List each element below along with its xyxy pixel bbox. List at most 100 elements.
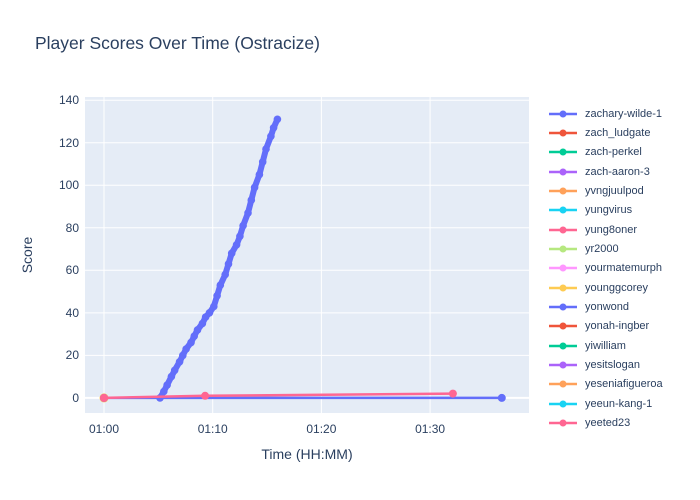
legend-line-marker-icon bbox=[549, 129, 577, 137]
legend-label: yesitslogan bbox=[585, 359, 641, 372]
legend-label: zach-perkel bbox=[585, 146, 642, 159]
legend-label: yeeted23 bbox=[585, 417, 631, 430]
legend-item-yeseniafigueroa[interactable]: yeseniafigueroa bbox=[548, 375, 663, 394]
legend-label: younggcorey bbox=[585, 281, 648, 294]
series-marker-zachary-wilde-1[interactable] bbox=[262, 145, 270, 153]
series-marker-yonwond[interactable] bbox=[497, 393, 506, 402]
legend-label: yeseniafigueroa bbox=[585, 378, 663, 391]
series-marker-zachary-wilde-1[interactable] bbox=[205, 309, 214, 317]
series-marker-zachary-wilde-1[interactable] bbox=[244, 209, 252, 217]
legend-item-yung8oner[interactable]: yung8oner bbox=[548, 220, 637, 239]
legend-line-marker-icon bbox=[549, 303, 577, 311]
legend-item-yonwond[interactable]: yonwond bbox=[548, 298, 629, 317]
legend-item-zach_ludgate[interactable]: zach_ludgate bbox=[548, 123, 650, 142]
series-marker-zachary-wilde-1[interactable] bbox=[187, 338, 195, 347]
plot-area[interactable] bbox=[85, 97, 529, 413]
legend-line-marker-icon bbox=[549, 380, 577, 388]
y-axis-title: Score bbox=[19, 236, 35, 274]
y-tick-label: 60 bbox=[65, 263, 79, 278]
legend-line-marker-icon bbox=[549, 206, 577, 214]
legend-line-marker-icon bbox=[549, 148, 577, 156]
legend-item-yourmatemurph[interactable]: yourmatemurph bbox=[548, 259, 662, 278]
legend-line-marker-icon bbox=[549, 342, 577, 350]
series-marker-zachary-wilde-1[interactable] bbox=[160, 387, 168, 396]
legend-line-marker-icon bbox=[549, 110, 577, 117]
legend-item-yiwilliam[interactable]: yiwilliam bbox=[548, 336, 626, 355]
legend-label: yiwilliam bbox=[585, 339, 626, 352]
legend-item-zachary-wilde-1[interactable]: zachary-wilde-1 bbox=[548, 104, 662, 123]
legend-label: zach-aaron-3 bbox=[585, 165, 650, 178]
y-tick-label: 120 bbox=[58, 135, 79, 150]
x-tick-label: 01:20 bbox=[306, 422, 337, 436]
series-marker-zachary-wilde-1[interactable] bbox=[267, 132, 275, 141]
legend-line-marker-icon bbox=[549, 226, 577, 234]
legend-label: yr2000 bbox=[585, 242, 619, 255]
legend-label: yeeun-kang-1 bbox=[585, 397, 653, 410]
series-marker-zachary-wilde-1[interactable] bbox=[269, 124, 278, 132]
y-tick-label: 140 bbox=[58, 93, 79, 108]
series-marker-zachary-wilde-1[interactable] bbox=[224, 260, 233, 268]
x-axis-title: Time (HH:MM) bbox=[261, 446, 353, 462]
legend-item-yungvirus[interactable]: yungvirus bbox=[548, 201, 632, 220]
legend-label: yourmatemurph bbox=[585, 262, 663, 275]
x-tick-label: 01:10 bbox=[197, 422, 228, 436]
series-marker-zachary-wilde-1[interactable] bbox=[182, 345, 190, 353]
series-marker-zachary-wilde-1[interactable] bbox=[213, 292, 221, 300]
series-marker-zachary-wilde-1[interactable] bbox=[232, 241, 241, 249]
legend-item-yvngjuulpod[interactable]: yvngjuulpod bbox=[548, 181, 644, 200]
series-marker-zachary-wilde-1[interactable] bbox=[227, 249, 236, 258]
legend-item-yonah-ingber[interactable]: yonah-ingber bbox=[548, 317, 649, 336]
series-marker-zachary-wilde-1[interactable] bbox=[250, 183, 259, 192]
series-marker-zachary-wilde-1[interactable] bbox=[190, 332, 198, 341]
legend-label: yungvirus bbox=[585, 204, 633, 217]
chart-title: Player Scores Over Time (Ostracize) bbox=[35, 33, 320, 53]
legend-line-marker-icon bbox=[549, 187, 577, 195]
series-marker-zachary-wilde-1[interactable] bbox=[198, 319, 207, 328]
series-marker-zachary-wilde-1[interactable] bbox=[258, 158, 267, 166]
legend-item-yeeted23[interactable]: yeeted23 bbox=[548, 414, 630, 433]
y-tick-label: 0 bbox=[72, 390, 79, 405]
legend-label: yvngjuulpod bbox=[585, 184, 644, 197]
series-marker-zachary-wilde-1[interactable] bbox=[175, 358, 184, 366]
series-marker-zachary-wilde-1[interactable] bbox=[239, 221, 247, 230]
series-marker-zachary-wilde-1[interactable] bbox=[273, 115, 282, 124]
legend-line-marker-icon bbox=[549, 264, 577, 272]
series-marker-zachary-wilde-1[interactable] bbox=[167, 372, 176, 381]
legend-item-yesitslogan[interactable]: yesitslogan bbox=[548, 356, 640, 375]
legend-item-yr2000[interactable]: yr2000 bbox=[548, 239, 619, 258]
series-marker-zachary-wilde-1[interactable] bbox=[247, 196, 256, 204]
legend-line-marker-icon bbox=[549, 419, 577, 427]
series-marker-zachary-wilde-1[interactable] bbox=[193, 326, 202, 334]
legend-label: yonah-ingber bbox=[585, 320, 650, 333]
series-marker-zachary-wilde-1[interactable] bbox=[255, 170, 264, 179]
legend-line-marker-icon bbox=[549, 284, 577, 292]
y-tick-label: 80 bbox=[65, 220, 79, 235]
series-marker-yeeted23[interactable] bbox=[100, 393, 108, 402]
legend-line-marker-icon bbox=[549, 245, 577, 253]
legend-label: zachary-wilde-1 bbox=[585, 107, 663, 120]
series-marker-yeeted23[interactable] bbox=[201, 391, 210, 400]
series-marker-zachary-wilde-1[interactable] bbox=[179, 351, 187, 360]
series-marker-zachary-wilde-1[interactable] bbox=[170, 366, 179, 375]
legend-label: yung8oner bbox=[585, 223, 637, 236]
series-marker-yeeted23[interactable] bbox=[448, 389, 457, 398]
series-marker-zachary-wilde-1[interactable] bbox=[210, 302, 218, 311]
series-marker-zachary-wilde-1[interactable] bbox=[221, 270, 229, 279]
x-tick-label: 01:30 bbox=[415, 422, 446, 436]
series-marker-zachary-wilde-1[interactable] bbox=[163, 381, 171, 389]
legend-item-younggcorey[interactable]: younggcorey bbox=[548, 278, 648, 297]
legend-item-zach-aaron-3[interactable]: zach-aaron-3 bbox=[548, 162, 650, 181]
legend-line-marker-icon bbox=[549, 322, 577, 330]
series-marker-zachary-wilde-1[interactable] bbox=[216, 281, 225, 290]
y-tick-label: 100 bbox=[58, 178, 79, 193]
x-tick-label: 01:00 bbox=[89, 422, 120, 436]
y-tick-label: 20 bbox=[65, 348, 79, 363]
legend-label: zach_ludgate bbox=[585, 126, 651, 139]
legend-item-zach-perkel[interactable]: zach-perkel bbox=[548, 143, 642, 162]
series-marker-zachary-wilde-1[interactable] bbox=[236, 232, 244, 241]
legend-line-marker-icon bbox=[549, 168, 577, 176]
legend-item-yeeun-kang-1[interactable]: yeeun-kang-1 bbox=[548, 394, 652, 413]
legend-label: yonwond bbox=[585, 301, 630, 313]
